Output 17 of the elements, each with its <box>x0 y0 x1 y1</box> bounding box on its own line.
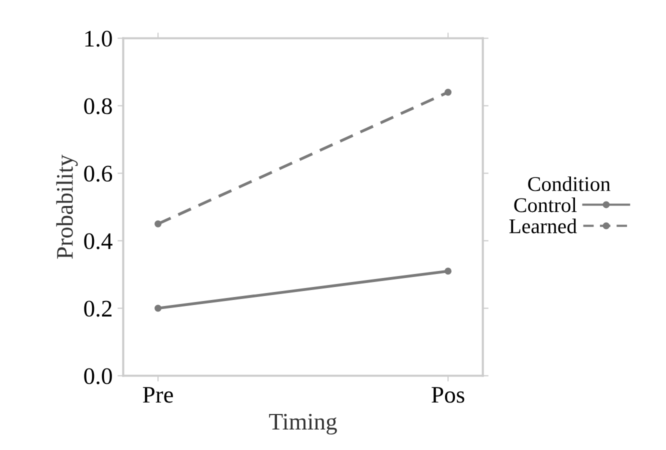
point <box>154 304 162 312</box>
x-tick-label: Pre <box>142 387 173 403</box>
y-tick-label: 0.4 <box>84 233 112 250</box>
legend-label: Control <box>514 198 577 212</box>
y-tick-label: 0.0 <box>84 368 112 384</box>
x-tick-label: Pos <box>432 387 464 403</box>
y-axis-title: Probability <box>56 154 78 259</box>
x-axis-title: Timing <box>269 414 337 435</box>
point <box>444 268 452 275</box>
legend-title: Condition <box>528 176 610 192</box>
point <box>444 88 452 96</box>
y-tick-label: 0.2 <box>84 300 112 317</box>
legend-label: Learned <box>509 218 577 234</box>
y-tick-label: 0.8 <box>84 98 112 114</box>
y-tick-label: 0.6 <box>84 166 112 182</box>
point <box>154 220 162 228</box>
y-tick-label: 1.0 <box>85 30 112 47</box>
